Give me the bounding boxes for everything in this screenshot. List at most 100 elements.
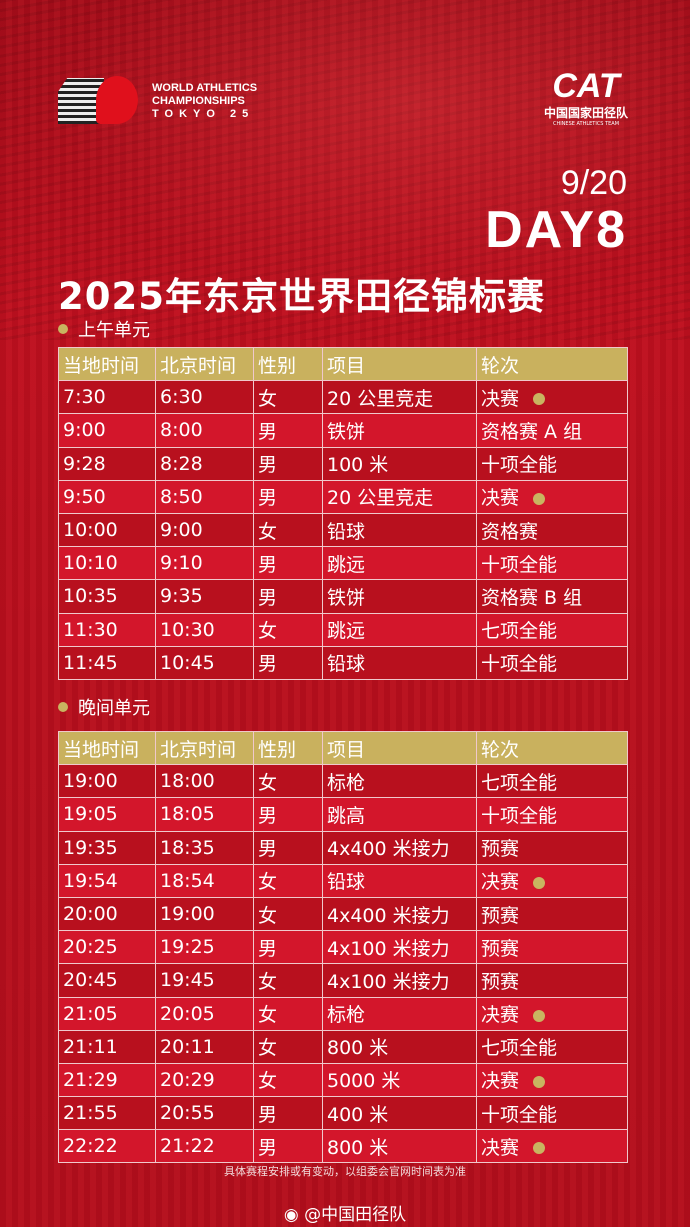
column-header: 项目	[322, 730, 477, 766]
cell-text: 男	[258, 1136, 278, 1159]
table-cell: 7:30	[58, 380, 156, 415]
table-cell: 18:05	[155, 797, 254, 832]
morning-section-label: 上午单元	[58, 316, 150, 342]
final-marker-icon	[533, 492, 546, 505]
column-header: 性别	[253, 346, 323, 382]
table-row: 9:00 8:00 男 铁饼 资格赛 A 组	[58, 413, 628, 448]
table-cell: 10:30	[155, 612, 254, 647]
table-cell: 男	[253, 579, 323, 614]
section-title: 上午单元	[78, 320, 150, 341]
table-cell: 20:00	[58, 896, 156, 932]
table-cell: 20:25	[58, 930, 156, 965]
table-cell: 8:00	[155, 413, 254, 448]
table-row: 19:05 18:05 男 跳高 十项全能	[58, 797, 628, 832]
table-cell: 预赛	[476, 963, 628, 998]
cell-text: 男	[258, 553, 278, 576]
cell-text: 七项全能	[481, 771, 558, 794]
table-cell: 男	[253, 645, 323, 680]
table-cell: 400 米	[322, 1096, 477, 1131]
cell-text: 男	[258, 454, 278, 477]
cell-text: 决赛	[481, 1004, 520, 1027]
cell-text: 10:45	[160, 651, 215, 674]
table-cell: 跳高	[322, 797, 477, 832]
table-cell: 男	[253, 797, 323, 832]
bullet-icon	[58, 324, 68, 334]
table-cell: 预赛	[476, 930, 628, 965]
table-cell: 资格赛 A 组	[476, 413, 628, 448]
cell-text: 4x400 米接力	[327, 904, 450, 927]
cell-text: 女	[258, 771, 278, 794]
cell-text: 800 米	[327, 1136, 389, 1159]
evening-section-label: 晚间单元	[58, 694, 150, 720]
table-cell: 女	[253, 380, 323, 415]
cat-en: CHINESE ATHLETICS TEAM	[552, 121, 620, 127]
table-cell: 19:00	[155, 896, 254, 932]
cell-text: 18:54	[160, 869, 215, 892]
cell-text: 女	[258, 387, 278, 410]
table-row: 19:35 18:35 男 4x400 米接力 预赛	[58, 830, 628, 865]
table-header: 当地时间 北京时间 性别 项目 轮次	[58, 730, 628, 766]
cell-text: 女	[258, 904, 278, 927]
table-cell: 资格赛	[476, 512, 628, 548]
cell-text: 4x400 米接力	[327, 838, 450, 861]
cell-text: 男	[258, 420, 278, 443]
cell-text: 女	[258, 520, 278, 543]
cell-text: 跳高	[327, 804, 366, 827]
cell-text: 女	[258, 871, 278, 894]
cell-text: 铁饼	[327, 420, 366, 443]
cell-text: 18:00	[160, 770, 215, 793]
table-cell: 十项全能	[476, 645, 628, 680]
table-cell: 21:29	[58, 1062, 156, 1098]
morning-table: 当地时间 北京时间 性别 项目 轮次 7:30 6:30 女 20 公里竞走 决赛 9:00 8:00…	[58, 346, 628, 680]
final-marker-icon	[533, 1075, 546, 1088]
table-cell: 预赛	[476, 896, 628, 932]
table-cell: 19:05	[58, 797, 156, 832]
cell-text: 十项全能	[481, 653, 558, 676]
table-row: 9:28 8:28 男 100 米 十项全能	[58, 446, 628, 481]
table-cell: 女	[253, 612, 323, 647]
table-cell: 男	[253, 413, 323, 448]
cell-text: 女	[258, 1070, 278, 1093]
column-header: 项目	[322, 346, 477, 382]
table-cell: 决赛	[476, 1062, 628, 1098]
weibo-handle: ◉ @中国田径队	[0, 1200, 690, 1225]
table-row: 10:35 9:35 男 铁饼 资格赛 B 组	[58, 579, 628, 614]
table-row: 19:54 18:54 女 铅球 决赛	[58, 863, 628, 898]
table-cell: 9:00	[58, 413, 156, 448]
cell-text: 男	[258, 586, 278, 609]
cell-text: 决赛	[481, 387, 520, 410]
cell-text: 铅球	[327, 520, 366, 543]
cell-text: 女	[258, 620, 278, 643]
table-cell: 决赛	[476, 380, 628, 415]
table-cell: 男	[253, 1129, 323, 1164]
table-cell: 女	[253, 996, 323, 1031]
table-row: 21:29 20:29 女 5000 米 决赛	[58, 1062, 628, 1098]
wa-emblem-icon	[58, 72, 138, 130]
final-marker-icon	[533, 1142, 546, 1155]
table-cell: 10:35	[58, 579, 156, 614]
cell-text: 10:00	[63, 519, 118, 542]
cell-text: 9:00	[160, 519, 203, 542]
column-header: 轮次	[476, 730, 628, 766]
cell-text: 21:11	[63, 1035, 118, 1058]
table-cell: 女	[253, 764, 323, 799]
cell-text: 11:30	[63, 618, 118, 641]
cell-text: 20:05	[160, 1002, 215, 1025]
table-cell: 19:45	[155, 963, 254, 998]
table-cell: 跳远	[322, 612, 477, 647]
cell-text: 资格赛 A 组	[481, 420, 583, 443]
cell-text: 8:00	[160, 419, 203, 442]
table-cell: 铅球	[322, 863, 477, 898]
table-cell: 800 米	[322, 1129, 477, 1164]
table-cell: 男	[253, 479, 323, 514]
table-cell: 女	[253, 896, 323, 932]
table-cell: 20 公里竞走	[322, 479, 477, 514]
cell-text: 男	[258, 838, 278, 861]
table-row: 9:50 8:50 男 20 公里竞走 决赛	[58, 479, 628, 514]
table-cell: 18:54	[155, 863, 254, 898]
cell-text: 20:25	[63, 936, 118, 959]
cell-text: 6:30	[160, 386, 203, 409]
table-row: 22:22 21:22 男 800 米 决赛	[58, 1129, 628, 1164]
cell-text: 十项全能	[481, 553, 558, 576]
cell-text: 标枪	[327, 771, 366, 794]
